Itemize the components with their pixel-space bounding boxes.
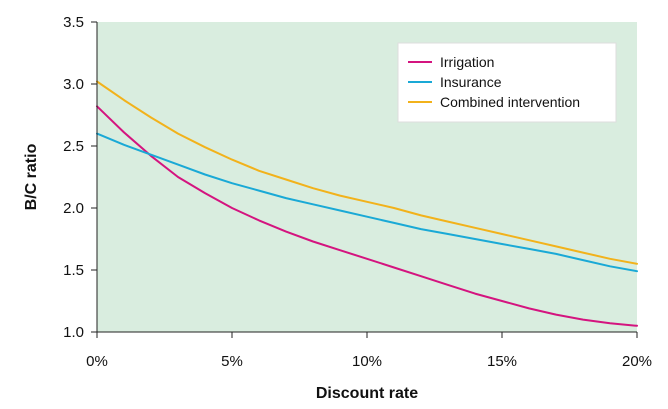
y-tick-label: 1.5 [63, 262, 84, 279]
series-line-1 [96, 105, 638, 327]
y-axis-title: B/C ratio [23, 143, 40, 210]
legend-box [397, 42, 617, 123]
legend-label-1: Irrigation [440, 54, 494, 70]
y-tick-label: 3.0 [63, 76, 84, 93]
y-tick-label: 3.5 [63, 14, 84, 31]
x-tick-label: 15% [487, 353, 517, 370]
legend-label-2: Insurance [440, 74, 502, 90]
y-tick-label: 1.0 [63, 324, 84, 341]
x-tick-label: 5% [221, 353, 243, 370]
legend-label-3: Combined intervention [440, 94, 580, 110]
x-tick-label: 20% [622, 353, 652, 370]
series-line-2 [96, 132, 638, 273]
x-tick-label: 10% [352, 353, 382, 370]
y-tick-label: 2.5 [63, 138, 84, 155]
y-tick-label: 2.0 [63, 200, 84, 217]
legend: Irrigation Insurance Combined intervention [397, 42, 617, 123]
ticks-layer: 1.0 1.5 2.0 2.5 3.0 3.5 0% 5% 10% 15% 20% [63, 14, 652, 370]
series-layer [96, 80, 638, 327]
series-line-3 [96, 80, 638, 265]
x-tick-label: 0% [86, 353, 108, 370]
x-axis-title: Discount rate [316, 385, 418, 402]
